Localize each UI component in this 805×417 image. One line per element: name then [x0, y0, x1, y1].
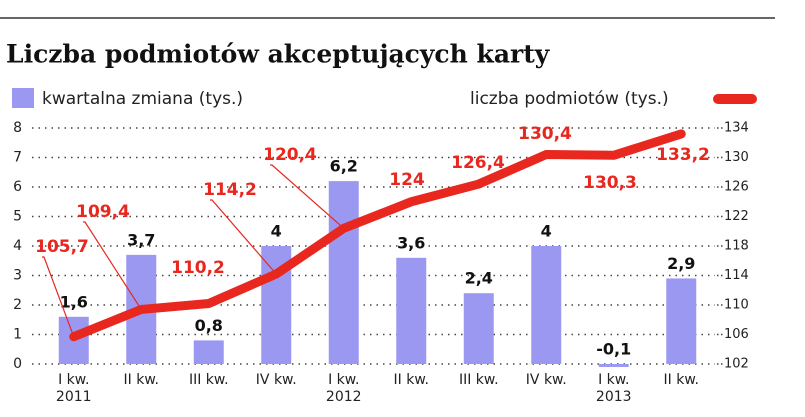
x-tick-label-line: III kw. [189, 372, 229, 388]
y2-tick-label: 118 [724, 239, 749, 254]
x-tick-label-line: II kw. [394, 372, 429, 388]
x-tick-label-line: II kw. [664, 372, 699, 388]
x-tick-label-line: 2011 [56, 389, 92, 405]
bar-value-label: 4 [541, 222, 552, 241]
y2-tick-label: 134 [724, 121, 749, 136]
line-value-label: 114,2 [203, 180, 257, 200]
x-tick-label-line: IV kw. [526, 372, 567, 388]
bar [666, 278, 697, 364]
bar [193, 340, 224, 364]
x-tick-label-line: I kw. [328, 372, 359, 388]
x-tick-label: IV kw. [256, 372, 297, 388]
bar-value-label: 3,6 [397, 233, 425, 252]
bar [463, 293, 494, 364]
x-tick-label-line: III kw. [459, 372, 499, 388]
line-value-label: 130,3 [583, 173, 637, 193]
y-tick-label: 4 [13, 238, 22, 254]
bar [396, 257, 427, 364]
x-tick-label-line: I kw. [58, 372, 89, 388]
chart-title: Liczba podmiotów akceptujących karty [6, 40, 551, 69]
x-tick-label: I kw. 2013 [596, 372, 632, 405]
x-tick-label-line: II kw. [124, 372, 159, 388]
y2-tick-label: 126 [724, 180, 749, 195]
x-tick-label-line: 2013 [596, 389, 632, 405]
line-value-label: 109,4 [76, 202, 130, 222]
line [69, 129, 686, 342]
y2-tick-label: 102 [724, 357, 749, 372]
y2-tick-label: 114 [724, 268, 749, 283]
x-tick-label: III kw. [459, 372, 499, 388]
line-value-label: 126,4 [451, 153, 505, 173]
x-tick-label: IV kw. [526, 372, 567, 388]
bar-value-label: 2,4 [465, 269, 493, 288]
x-tick-label-line: 2012 [326, 389, 362, 405]
y-tick-label: 1 [13, 327, 22, 343]
bar-value-label: 0,8 [195, 316, 223, 335]
leader-line [83, 221, 142, 310]
line-value-label: 120,4 [263, 145, 317, 165]
bar [531, 246, 562, 364]
y-tick-label: 8 [13, 120, 22, 136]
line-value-label: 130,4 [518, 124, 572, 144]
leader-line [270, 164, 345, 229]
y-tick-label: 5 [13, 209, 22, 225]
y2-tick-label: 122 [724, 209, 749, 224]
y-tick-label: 0 [13, 356, 22, 372]
x-tick-label: II kw. [394, 372, 429, 388]
x-tick-label: I kw. 2012 [326, 372, 362, 405]
y-tick-label: 2 [13, 297, 22, 313]
bar [598, 364, 629, 367]
bar-value-label: -0,1 [596, 340, 631, 359]
x-tick-label: II kw. [124, 372, 159, 388]
leader-line [42, 256, 75, 337]
legend-swatch [12, 88, 34, 108]
legend-label: kwartalna zmiana (tys.) [42, 89, 243, 109]
legend-label: liczba podmiotów (tys.) [470, 89, 669, 109]
x-tick-label-line: I kw. [598, 372, 629, 388]
x-tick-label-line: IV kw. [256, 372, 297, 388]
line-value-label: 124 [389, 170, 425, 190]
bar-value-label: 3,7 [127, 230, 155, 249]
y2-tick-label: 110 [724, 298, 749, 313]
line-value-label: 133,2 [656, 145, 710, 165]
y-tick-label: 6 [13, 179, 22, 195]
x-tick-label: II kw. [664, 372, 699, 388]
x-tick-label: III kw. [189, 372, 229, 388]
bar-value-label: 6,2 [330, 157, 358, 176]
y-tick-label: 3 [13, 268, 22, 284]
leader-line [210, 199, 277, 275]
x-tick-label: I kw. 2011 [56, 372, 92, 405]
bar-value-label: 2,9 [667, 254, 695, 273]
line-value-label: 110,2 [171, 258, 225, 278]
bar [328, 181, 359, 364]
line-value-label: 105,7 [35, 237, 89, 257]
bar-value-label: 1,6 [60, 292, 88, 311]
y-tick-label: 7 [13, 150, 22, 166]
y2-tick-label: 106 [724, 327, 749, 342]
bar-value-label: 4 [271, 222, 282, 241]
y2-tick-label: 130 [724, 150, 749, 165]
